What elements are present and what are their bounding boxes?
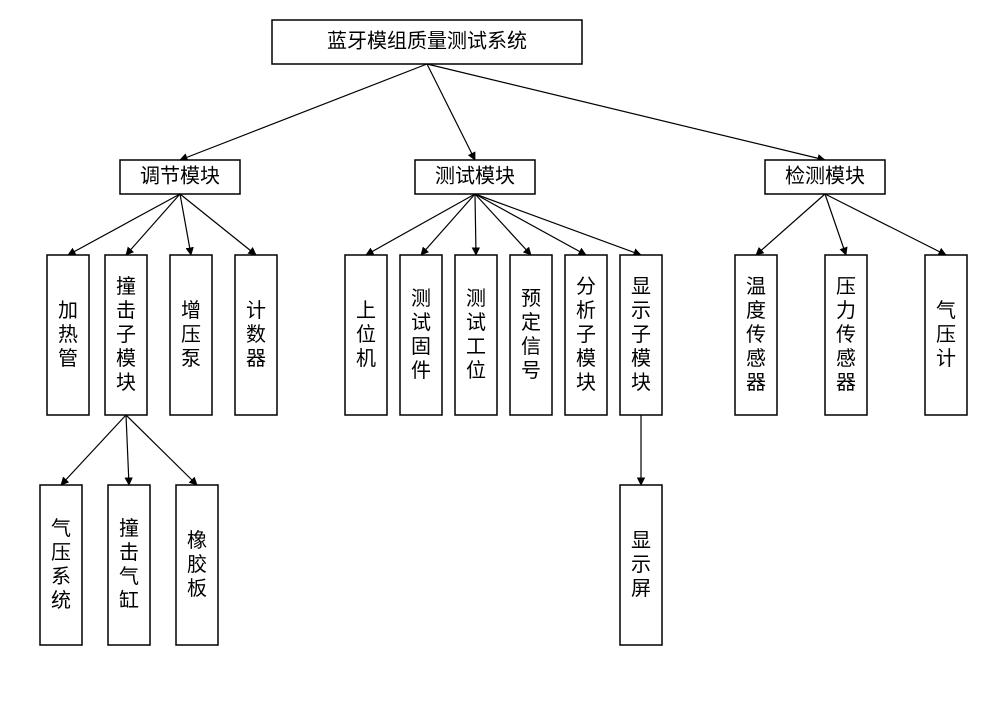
edge-mid.adjust-leaves.counter xyxy=(180,194,256,255)
leaves.display_sub-label: 显示子模块 xyxy=(631,276,651,394)
edge-root-mid.test xyxy=(427,64,475,160)
mid.detect-label: 检测模块 xyxy=(785,165,865,188)
leaves.analysis-label: 分析子模块 xyxy=(576,275,596,394)
mid.adjust-label: 调节模块 xyxy=(140,165,220,188)
edge-mid.adjust-leaves.impact_sub xyxy=(126,194,180,255)
edge-leaves.impact_sub-impact_children.cylinder xyxy=(126,415,129,485)
leaves.counter-label: 计数器 xyxy=(246,299,266,370)
edge-leaves.impact_sub-impact_children.air_sys xyxy=(61,415,126,485)
edge-mid.test-leaves.signal xyxy=(475,194,531,255)
leaves.temp-label: 温度传感器 xyxy=(746,275,766,394)
leaves.barometer-label: 气压计 xyxy=(936,299,956,370)
edge-mid.adjust-leaves.heater xyxy=(68,194,180,255)
leaves.pump-label: 增压泵 xyxy=(181,299,201,370)
display_child-label: 显示屏 xyxy=(631,530,651,600)
edge-root-mid.detect xyxy=(427,64,825,160)
leaves.firmware-box xyxy=(400,255,442,415)
impact_children.air_sys-box xyxy=(40,485,82,645)
edge-mid.test-leaves.display_sub xyxy=(475,194,641,255)
impact_children.cylinder-box xyxy=(108,485,150,645)
leaves.pressure-label: 压力传感器 xyxy=(836,276,856,394)
mid.test-label: 测试模块 xyxy=(435,165,515,188)
hierarchy-diagram: 蓝牙模组质量测试系统调节模块测试模块检测模块加热管撞击子模块增压泵计数器上位机测… xyxy=(0,0,1000,718)
edge-root-mid.adjust xyxy=(180,64,427,160)
edge-mid.adjust-leaves.pump xyxy=(180,194,191,255)
edge-leaves.impact_sub-impact_children.rubber xyxy=(126,415,197,485)
nodes-layer: 蓝牙模组质量测试系统调节模块测试模块检测模块加热管撞击子模块增压泵计数器上位机测… xyxy=(40,20,967,645)
edge-mid.detect-leaves.temp xyxy=(756,194,825,255)
edge-mid.test-leaves.station xyxy=(475,194,476,255)
edge-mid.test-leaves.analysis xyxy=(475,194,586,255)
leaves.impact_sub-label: 撞击子模块 xyxy=(116,275,136,394)
impact_children.rubber-label: 橡胶板 xyxy=(187,529,207,600)
leaves.heater-label: 加热管 xyxy=(58,299,78,370)
leaves.signal-box xyxy=(510,255,552,415)
leaves.station-box xyxy=(455,255,497,415)
root-label: 蓝牙模组质量测试系统 xyxy=(327,30,527,53)
edge-mid.test-leaves.host xyxy=(366,194,475,255)
edge-mid.test-leaves.firmware xyxy=(421,194,475,255)
leaves.host-label: 上位机 xyxy=(356,299,376,370)
